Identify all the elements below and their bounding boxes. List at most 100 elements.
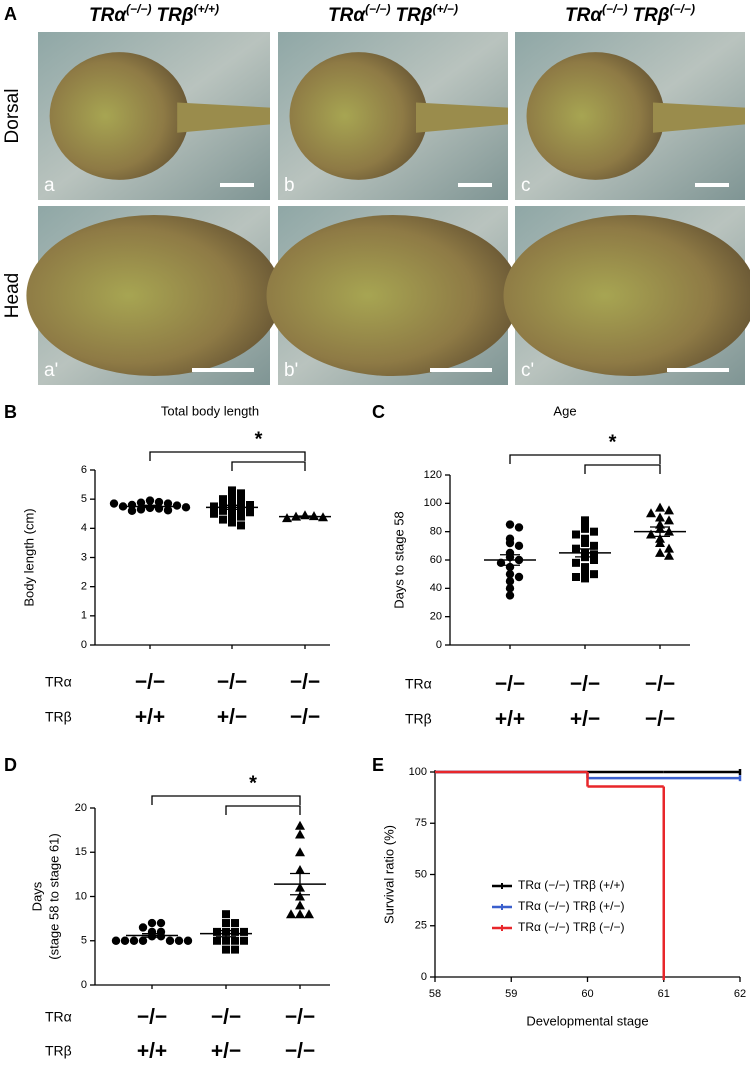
data-point [646,508,656,518]
significance-label: * [249,772,257,794]
error-bar [575,548,595,558]
error-bar [142,933,162,938]
data-point [572,573,580,581]
data-point [655,538,665,547]
y-axis-label: Body length (cm) [21,508,36,606]
genotype-value: +/+ [135,706,165,729]
data-point [228,511,236,520]
genotype-sup: (−/−) [670,2,695,16]
genotype-row-label: TRα [45,1009,72,1025]
error-bar [650,526,670,537]
data-point [237,512,245,521]
y-tick-label: 5 [81,493,87,505]
genotype-gene: TRβ [156,5,193,26]
data-point [246,508,254,517]
data-point [655,502,665,512]
error-bar [222,504,242,511]
data-point [590,527,598,536]
data-point [222,945,230,954]
data-point [231,927,239,936]
error-bar [290,872,310,896]
data-point [295,847,305,857]
genotype-value: −/− [645,673,675,696]
data-point [655,512,665,522]
data-point [228,486,236,495]
scale-bar [220,183,254,187]
x-tick-label: 62 [734,988,746,1000]
y-tick-label: 4 [81,522,87,534]
data-point [295,820,305,830]
genotype-value: +/− [570,708,600,731]
y-tick-label: 3 [81,551,87,563]
legend-label: TRα (−/−) TRβ (+/+) [518,878,625,892]
y-tick-label: 10 [75,890,87,902]
y-axis-label: (stage 58 to stage 61) [46,833,61,959]
data-point [581,567,589,576]
genotype-gene: TRβ [395,5,432,26]
y-axis-label: Days [29,881,44,911]
genotype-row-label: TRβ [405,711,432,727]
photo-label: b [284,175,295,196]
data-point [181,503,191,512]
genotype-sup: (+/+) [194,2,219,16]
panel-label: D [4,755,17,775]
photo-label: a' [44,360,58,381]
data-point [231,936,239,945]
data-point [590,541,598,550]
data-point [246,501,254,509]
genotype-value: −/− [570,673,600,696]
genotype-gene: TRα [328,5,366,26]
data-point [581,524,589,533]
panel-label: A [4,4,17,24]
data-point [295,909,305,919]
genotype-gene: TRβ [632,5,669,26]
significance-bracket [584,464,661,474]
y-axis-label: Survival ratio (%) [381,825,396,924]
data-point [237,493,245,502]
genotype-sup: (−/−) [602,2,627,16]
genotype-value: −/− [135,671,165,694]
photo-label: c [521,175,531,196]
data-point [183,936,193,945]
chart-title: Total body length [161,403,259,418]
data-point [154,497,164,507]
data-point [127,506,137,516]
genotype-value: −/− [285,1006,315,1029]
data-point [174,936,184,945]
data-point [219,495,227,504]
data-point [228,518,236,527]
data-point [572,558,580,567]
data-point [295,829,305,839]
data-point [505,538,515,548]
data-point [147,918,157,928]
chart-title: Age [553,403,576,418]
data-point [572,530,580,539]
data-point [295,900,305,910]
data-point [213,936,221,945]
error-bar [140,504,160,509]
data-point [228,492,236,501]
column-header: TRα(−/−) TRβ(+/−) [328,2,458,26]
y-axis-label: Days to stage 58 [391,511,406,609]
error-bar [500,554,520,566]
genotype-value: −/− [290,671,320,694]
data-point [210,502,218,511]
x-tick-label: 58 [429,988,441,1000]
data-point [664,550,674,560]
data-point [138,936,148,945]
data-point [295,891,305,901]
tadpole-tail [653,102,745,133]
y-tick-label: 5 [81,935,87,947]
y-tick-label: 0 [421,971,427,983]
genotype-sup: (−/−) [126,2,151,16]
data-point [231,919,239,928]
data-point [111,936,121,945]
y-tick-label: 80 [430,526,442,538]
data-point [514,572,524,582]
scale-bar [458,183,492,187]
genotype-value: −/− [211,1006,241,1029]
genotype-value: +/− [217,706,247,729]
data-point [664,515,674,525]
data-point [120,936,130,945]
genotype-value: −/− [645,708,675,731]
